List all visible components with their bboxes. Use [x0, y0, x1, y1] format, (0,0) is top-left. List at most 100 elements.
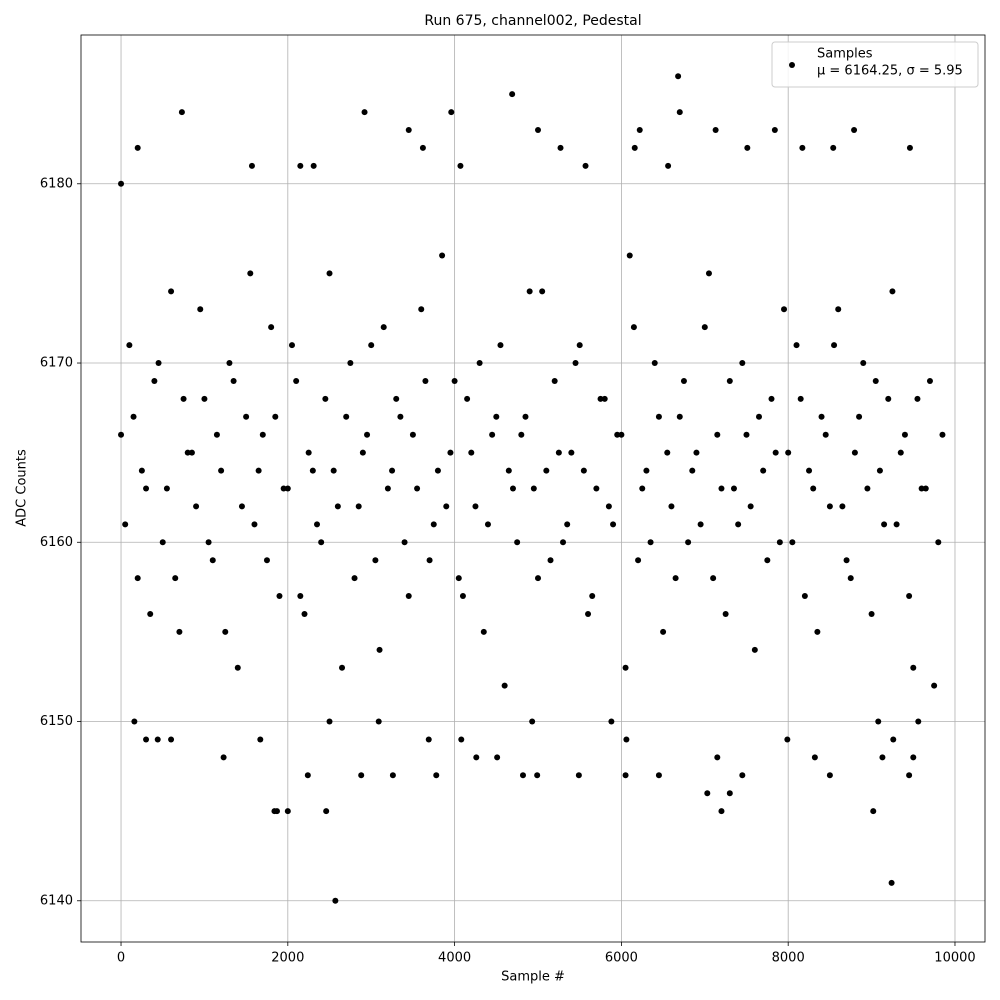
data-point — [248, 162, 255, 169]
data-point — [134, 575, 141, 582]
data-point — [704, 790, 711, 797]
data-point — [814, 628, 821, 635]
data-point — [847, 575, 854, 582]
data-point — [455, 575, 462, 582]
data-point — [326, 270, 333, 277]
data-point — [178, 109, 185, 116]
data-point — [505, 467, 512, 474]
data-point — [368, 342, 375, 349]
data-point — [839, 503, 846, 510]
data-point — [915, 718, 922, 725]
data-point — [614, 431, 621, 438]
data-point — [326, 718, 333, 725]
data-point — [601, 395, 608, 402]
data-point — [875, 718, 882, 725]
data-point — [434, 467, 441, 474]
data-point — [351, 575, 358, 582]
data-point — [310, 162, 317, 169]
y-tick-label: 6180 — [40, 176, 73, 191]
data-point — [739, 772, 746, 779]
data-point — [860, 360, 867, 367]
data-point — [151, 377, 158, 384]
data-point — [484, 521, 491, 528]
data-point — [422, 377, 429, 384]
data-point — [868, 610, 875, 617]
data-point — [358, 772, 365, 779]
data-point — [172, 575, 179, 582]
data-point — [425, 736, 432, 743]
data-point — [176, 628, 183, 635]
data-point — [672, 575, 679, 582]
data-point — [676, 109, 683, 116]
data-point — [180, 395, 187, 402]
data-point — [910, 754, 917, 761]
data-point — [259, 431, 266, 438]
data-point — [575, 772, 582, 779]
data-point — [218, 467, 225, 474]
data-point — [818, 413, 825, 420]
data-point — [665, 162, 672, 169]
x-tick-label: 4000 — [438, 951, 471, 966]
data-point — [835, 306, 842, 313]
data-point — [826, 503, 833, 510]
data-point — [589, 593, 596, 600]
data-point — [457, 162, 464, 169]
data-point — [361, 109, 368, 116]
data-point — [443, 503, 450, 510]
data-point — [131, 718, 138, 725]
data-point — [209, 557, 216, 564]
data-point — [243, 413, 250, 420]
data-point — [297, 162, 304, 169]
x-tick-label: 0 — [117, 951, 125, 966]
data-point — [193, 503, 200, 510]
data-point — [147, 610, 154, 617]
data-point — [476, 360, 483, 367]
data-point — [205, 539, 212, 546]
data-point — [730, 485, 737, 492]
data-point — [418, 306, 425, 313]
data-point — [459, 593, 466, 600]
data-point — [257, 736, 264, 743]
data-point — [122, 521, 129, 528]
data-point — [655, 413, 662, 420]
data-point — [130, 413, 137, 420]
data-point — [697, 521, 704, 528]
data-point — [801, 593, 808, 600]
data-point — [519, 772, 526, 779]
data-point — [856, 413, 863, 420]
data-point — [781, 306, 788, 313]
data-point — [323, 808, 330, 815]
data-point — [359, 449, 366, 456]
data-point — [622, 664, 629, 671]
data-point — [636, 127, 643, 134]
data-point — [226, 360, 233, 367]
data-point — [138, 467, 145, 474]
data-point — [870, 808, 877, 815]
data-point — [332, 897, 339, 904]
data-point — [639, 485, 646, 492]
data-point — [535, 127, 542, 134]
data-point — [593, 485, 600, 492]
data-point — [597, 395, 604, 402]
data-point — [926, 377, 933, 384]
data-point — [322, 395, 329, 402]
data-point — [618, 431, 625, 438]
data-point — [293, 377, 300, 384]
data-point — [631, 144, 638, 151]
data-point — [197, 306, 204, 313]
data-point — [230, 377, 237, 384]
data-point — [318, 539, 325, 546]
data-point — [534, 772, 541, 779]
data-point — [522, 413, 529, 420]
data-point — [889, 288, 896, 295]
data-point — [675, 73, 682, 80]
data-point — [572, 360, 579, 367]
data-point — [314, 521, 321, 528]
data-point — [610, 521, 617, 528]
data-point — [744, 144, 751, 151]
legend-annotation: μ = 6164.25, σ = 5.95 — [817, 64, 963, 79]
data-point — [272, 413, 279, 420]
data-point — [393, 395, 400, 402]
data-point — [480, 628, 487, 635]
